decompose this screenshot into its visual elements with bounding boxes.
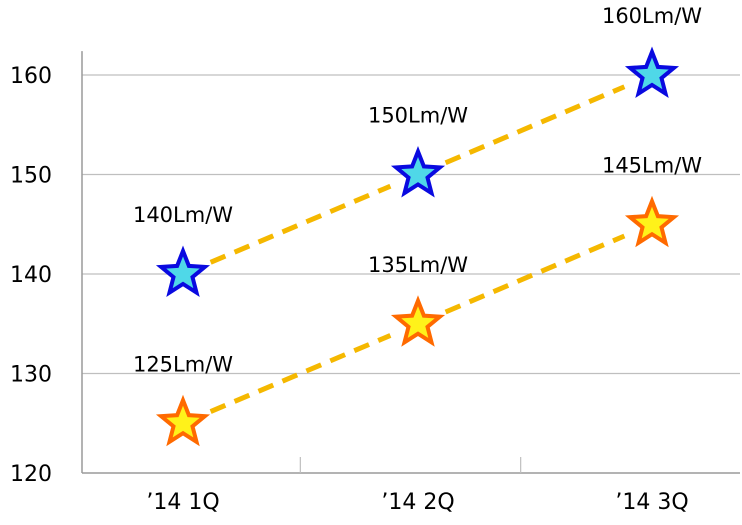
series-1-data-label: 150Lm/W [368,104,468,128]
series-1-line-segment [209,183,392,265]
series-1-line-segment [444,84,626,166]
series-2-data-label: 125Lm/W [133,352,233,376]
labels: 140Lm/W 150Lm/W 160Lm/W 125Lm/W 135Lm/W 145Lm… [133,4,702,376]
series-2-point-star [390,295,446,347]
y-tick-label-150: 150 [10,164,52,189]
series-markers [155,46,680,447]
series-1-point-star [155,245,211,298]
series-2-point-star [624,195,680,248]
series-2-data-label: 145Lm/W [602,153,702,177]
y-tick-label-160: 160 [10,64,52,89]
x-tick-label: ’14 3Q [615,490,688,515]
x-tick-label: ’14 2Q [381,490,454,515]
axes: 120 130 140 150 160 ’14 1Q ’14 2Q ’14 3Q [10,51,740,515]
series-1-point-star [624,46,680,99]
series-2-line-segment [209,333,392,414]
series-2-data-label: 135Lm/W [368,253,468,277]
y-tick-label-130: 130 [10,363,52,388]
x-tick-label: ’14 1Q [146,490,219,515]
series-2-point-star [155,394,211,447]
series-2-line-segment [444,233,626,315]
series-1-data-label: 140Lm/W [133,203,233,227]
y-tick-label-120: 120 [10,462,52,487]
y-tick-label-140: 140 [10,263,52,288]
series-lines [209,84,626,414]
series-1-point-star [390,146,446,198]
series-1-data-label: 160Lm/W [602,4,702,28]
